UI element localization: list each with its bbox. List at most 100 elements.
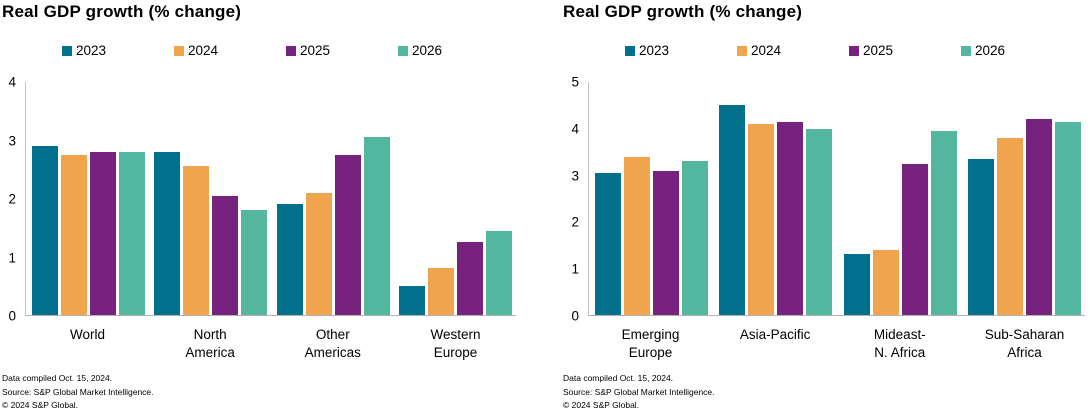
x-category-label: Mideast- N. Africa [873, 327, 926, 360]
y-tick-label: 4 [571, 121, 579, 137]
y-tick-label: 0 [8, 308, 16, 324]
x-axis-category-labels: Emerging Europe Asia-Pacific Mideast- N. Afr… [588, 326, 1085, 362]
bar-2025 [334, 154, 361, 315]
chart-legend: 2023 2024 2025 2026 [62, 43, 510, 58]
bar-2023 [967, 158, 994, 315]
bar-2025 [653, 170, 679, 315]
legend-label: 2025 [300, 43, 331, 58]
bar-2026 [119, 151, 145, 315]
bar-group-emerging-europe [595, 82, 708, 315]
x-category-label: World [69, 327, 105, 342]
legend-item-2025: 2025 [849, 43, 961, 58]
bar-2026 [363, 137, 390, 315]
legend-item-2026: 2026 [398, 43, 510, 58]
chart-legend: 2023 2024 2025 2026 [625, 43, 1073, 58]
footnote-line: © 2024 S&P Global. [563, 400, 640, 410]
bar-2023 [154, 151, 181, 315]
bar-2025 [777, 121, 804, 315]
y-tick-label: 3 [8, 133, 16, 148]
legend-label: 2026 [412, 43, 443, 58]
y-tick-label: 0 [571, 308, 579, 324]
bar-2023 [719, 105, 746, 315]
y-tick-label: 1 [8, 250, 16, 265]
x-category-label: Emerging Europe [621, 327, 680, 360]
bar-2024 [872, 249, 899, 315]
y-axis-tick-labels: 0 1 2 3 4 [2, 75, 16, 323]
bar-2023 [276, 204, 303, 315]
legend-item-2024: 2024 [174, 43, 286, 58]
plot-area [25, 82, 516, 316]
bar-2025 [456, 242, 483, 315]
bar-2025 [1025, 119, 1052, 315]
footnote-line: Data compiled Oct. 15, 2024. [563, 373, 674, 383]
legend-item-2025: 2025 [286, 43, 398, 58]
bar-2023 [843, 254, 870, 315]
legend-label: 2026 [975, 43, 1006, 58]
footnote-line: Source: S&P Global Market Intelligence. [563, 386, 715, 397]
gdp-chart-panel-right: Real GDP growth (% change) 2023 2024 2025 2… [545, 0, 1090, 411]
bar-2023 [398, 285, 425, 315]
footnote-line: Data compiled Oct. 15, 2024. [2, 373, 113, 383]
bar-group-world [32, 82, 145, 315]
y-tick-label: 2 [571, 214, 579, 230]
bar-2024 [624, 156, 650, 315]
legend-label: 2024 [751, 43, 782, 58]
legend-swatch-icon [961, 45, 971, 56]
legend-item-2023: 2023 [62, 43, 174, 58]
legend-label: 2023 [76, 43, 107, 58]
legend-label: 2025 [863, 43, 894, 58]
x-category-label: Sub-Saharan Africa [984, 327, 1065, 360]
y-tick-label: 4 [8, 74, 16, 90]
x-category-label: Western Europe [430, 327, 481, 360]
bar-2024 [305, 192, 332, 315]
y-tick-label: 3 [571, 168, 579, 184]
gdp-chart-panel-left: Real GDP growth (% change) 2023 2024 2025 2… [2, 2, 516, 411]
legend-swatch-icon [737, 45, 747, 56]
legend-swatch-icon [62, 45, 72, 56]
bar-2026 [930, 130, 957, 315]
legend-swatch-icon [398, 45, 408, 56]
legend-swatch-icon [286, 45, 296, 56]
bar-group-sub-saharan-africa [967, 82, 1081, 315]
legend-label: 2024 [188, 43, 219, 58]
y-tick-label: 1 [571, 261, 579, 277]
bar-2025 [90, 151, 116, 315]
bar-2023 [595, 172, 621, 315]
legend-swatch-icon [625, 45, 635, 56]
bar-2025 [212, 195, 239, 315]
legend-item-2026: 2026 [961, 43, 1073, 58]
bar-group-mideast-n-africa [843, 82, 957, 315]
bar-2026 [806, 128, 833, 315]
legend-item-2023: 2023 [625, 43, 737, 58]
footnote-line: Source: S&P Global Market Intelligence. [2, 386, 154, 397]
bar-2025 [901, 163, 928, 315]
bar-2026 [241, 210, 268, 315]
bar-2024 [61, 154, 87, 315]
bar-2026 [682, 161, 708, 315]
source-footnote: Data compiled Oct. 15, 2024. Source: S&P … [563, 372, 715, 411]
x-axis-category-labels: World North America Other Americas Western Eur… [25, 326, 516, 362]
chart-title: Real GDP growth (% change) [2, 2, 242, 21]
bar-group-western-europe [398, 82, 512, 315]
source-footnote: Data compiled Oct. 15, 2024. Source: S&P … [2, 372, 154, 411]
bar-2026 [1054, 121, 1081, 315]
x-category-label: Other Americas [304, 327, 361, 360]
y-tick-label: 2 [8, 191, 16, 207]
x-category-label: North America [185, 327, 235, 360]
chart-title: Real GDP growth (% change) [563, 2, 803, 21]
y-axis-tick-labels: 0 1 2 3 4 5 [563, 75, 579, 323]
bar-2024 [996, 137, 1023, 315]
legend-item-2024: 2024 [737, 43, 849, 58]
plot-area [588, 82, 1085, 316]
bar-2023 [32, 146, 58, 315]
bar-2024 [183, 166, 210, 315]
bar-2024 [427, 268, 454, 315]
legend-label: 2023 [639, 43, 670, 58]
footnote-line: © 2024 S&P Global. [2, 400, 79, 410]
legend-swatch-icon [174, 45, 184, 56]
y-tick-label: 5 [571, 74, 579, 90]
bar-group-asia-pacific [719, 82, 833, 315]
bar-group-north-america [154, 82, 268, 315]
bar-2026 [485, 230, 512, 315]
